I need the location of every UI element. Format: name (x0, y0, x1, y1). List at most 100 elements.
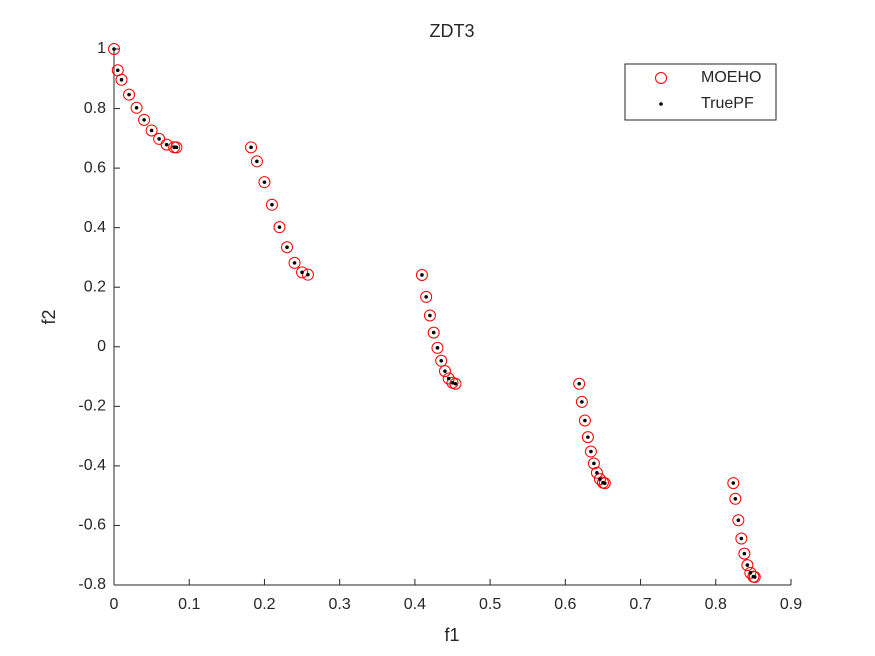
point (157, 137, 161, 141)
point (450, 380, 455, 385)
point (138, 113, 151, 126)
point (277, 225, 282, 229)
y-tick-label: 0.8 (84, 100, 106, 117)
point (575, 395, 588, 408)
point (577, 381, 581, 386)
point (428, 313, 432, 318)
point (748, 571, 753, 575)
point (170, 141, 183, 154)
point (296, 266, 309, 279)
point (270, 202, 274, 207)
point (752, 575, 757, 579)
x-tick-label: 0.6 (554, 596, 576, 613)
x-tick-label: 0.7 (629, 596, 651, 613)
point (153, 132, 166, 145)
point (431, 341, 444, 354)
point (108, 43, 120, 55)
y-tick-label: 0 (97, 338, 106, 355)
point (112, 47, 116, 51)
point (748, 571, 761, 584)
point (250, 155, 263, 168)
point (130, 101, 143, 114)
point (738, 547, 751, 560)
point (164, 142, 169, 147)
point (732, 514, 745, 527)
y-tick-label: 0.6 (84, 159, 106, 176)
point (583, 418, 587, 423)
point (741, 559, 754, 572)
x-tick-label: 0.4 (404, 596, 426, 613)
point (435, 346, 440, 350)
legend-label: TruePF (701, 95, 754, 112)
point (739, 536, 744, 541)
point (592, 461, 596, 466)
point (174, 145, 179, 150)
point (586, 435, 590, 439)
point (580, 400, 584, 404)
point (415, 268, 428, 281)
point (443, 369, 447, 373)
point (733, 496, 738, 501)
point (285, 245, 289, 250)
point (438, 365, 451, 378)
point (736, 518, 741, 523)
x-tick-label: 0.9 (780, 596, 802, 613)
point (306, 272, 310, 277)
point (134, 106, 139, 110)
point (590, 466, 603, 479)
y-tick-label: 1 (97, 40, 106, 57)
point (735, 532, 748, 545)
y-tick-label: -0.4 (78, 457, 106, 474)
point (427, 326, 440, 339)
x-tick-label: 0.3 (329, 596, 351, 613)
point (292, 261, 297, 265)
point (598, 477, 602, 481)
x-tick-label: 0 (110, 596, 119, 613)
point (245, 141, 258, 154)
point (265, 198, 278, 211)
point (578, 414, 591, 427)
point (273, 221, 286, 234)
point (439, 359, 444, 363)
point (142, 118, 146, 122)
point (300, 270, 304, 275)
x-tick-label: 0.1 (178, 596, 200, 613)
point (446, 376, 451, 381)
y-tick-label: -0.8 (78, 576, 106, 593)
point (573, 377, 586, 390)
point (281, 241, 294, 254)
legend-box (624, 63, 777, 121)
point (595, 470, 599, 475)
point (288, 256, 301, 269)
point (435, 354, 448, 367)
point (584, 445, 597, 458)
y-tick-label: -0.6 (78, 517, 106, 534)
point (149, 128, 154, 133)
point (424, 295, 428, 299)
point (589, 449, 593, 454)
point (727, 477, 740, 490)
point (123, 88, 136, 101)
x-tick-label: 0.8 (705, 596, 727, 613)
point (603, 481, 607, 486)
point (731, 481, 736, 485)
point (115, 68, 120, 73)
y-tick-label: 0.4 (84, 219, 106, 236)
y-axis-label: f2 (39, 309, 59, 324)
point (249, 145, 253, 150)
point (255, 159, 259, 164)
legend-label: MOEHO (701, 69, 761, 86)
y-tick-label: -0.2 (78, 398, 106, 415)
point (420, 273, 424, 277)
point (587, 457, 600, 470)
point (301, 268, 314, 281)
point (744, 566, 757, 579)
point (420, 290, 433, 303)
point (745, 563, 750, 567)
point (581, 431, 594, 444)
legend-marker (655, 72, 667, 84)
point (262, 180, 267, 184)
point (729, 492, 742, 505)
point (423, 309, 436, 322)
